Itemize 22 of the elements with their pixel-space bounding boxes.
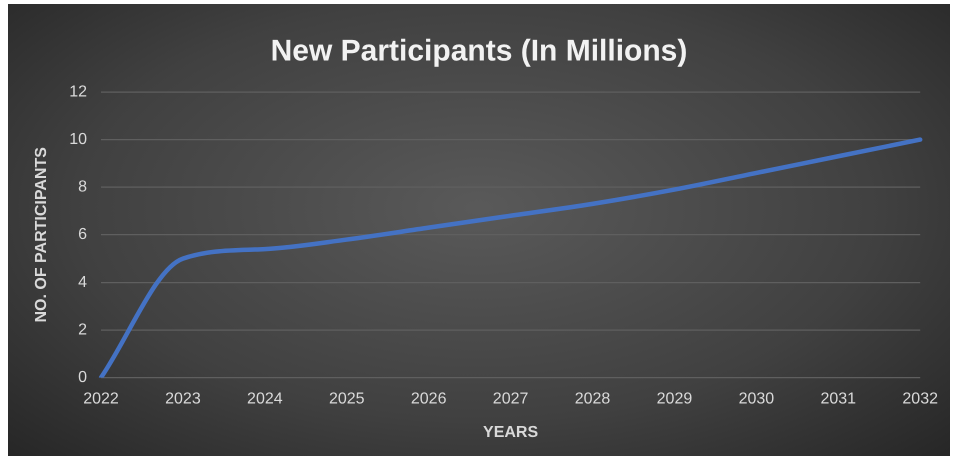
x-tick-label: 2025 xyxy=(328,390,365,408)
chart-title: New Participants (In Millions) xyxy=(270,34,688,68)
x-tick-label: 2030 xyxy=(738,390,774,408)
y-axis-title: NO. OF PARTICIPANTS xyxy=(33,146,50,323)
x-axis-title: YEARS xyxy=(483,424,538,441)
x-tick-label: 2024 xyxy=(247,390,283,408)
x-tick-label: 2022 xyxy=(83,390,119,408)
x-tick-label: 2031 xyxy=(820,390,856,408)
y-tick-label: 2 xyxy=(78,321,88,338)
x-tick-label: 2027 xyxy=(492,390,528,408)
y-tick-label: 10 xyxy=(69,131,88,148)
line-series xyxy=(98,137,922,378)
y-tick-label: 12 xyxy=(69,83,88,100)
y-tick-label: 6 xyxy=(78,226,88,244)
x-tick-label: 2023 xyxy=(165,390,201,408)
x-tick-label: 2032 xyxy=(902,390,938,408)
y-tick-label: 4 xyxy=(78,274,88,291)
y-tick-label: 0 xyxy=(78,369,88,386)
x-tick-label: 2028 xyxy=(574,390,610,408)
y-tick-label: 8 xyxy=(78,178,88,196)
x-tick-label: 2026 xyxy=(410,390,447,408)
x-tick-label: 2029 xyxy=(656,390,692,408)
